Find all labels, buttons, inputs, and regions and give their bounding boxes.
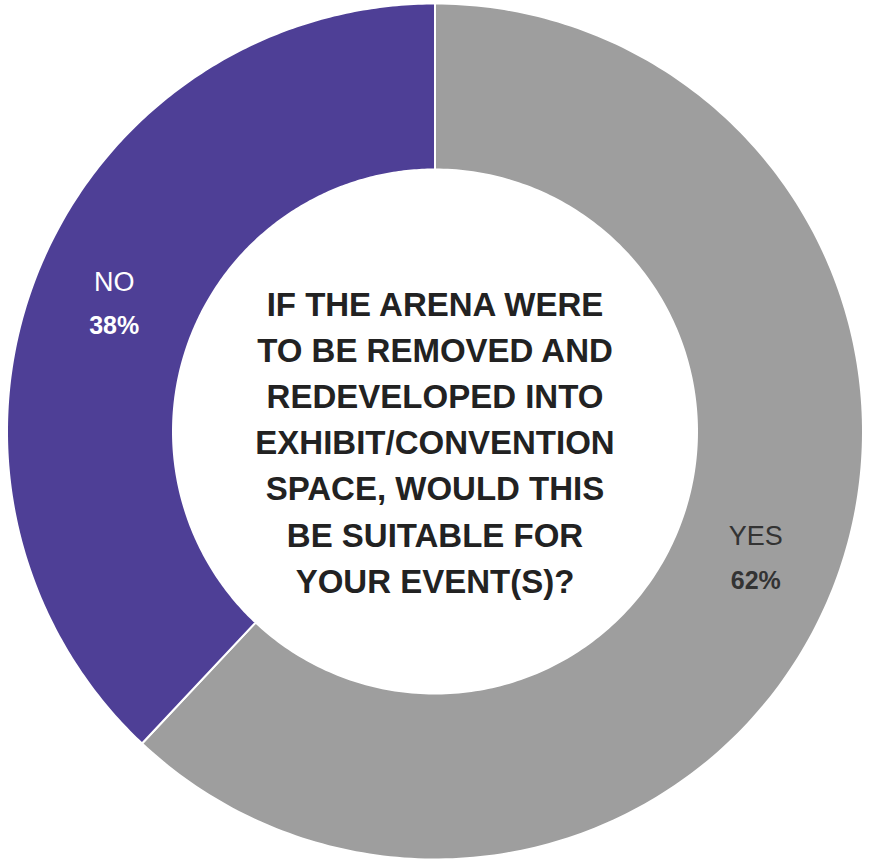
svg-text:38%: 38% [89,311,139,339]
svg-text:NO: NO [94,267,135,297]
svg-text:YES: YES [729,521,783,551]
svg-text:IF THE ARENA WERETO BE REMOVED: IF THE ARENA WERETO BE REMOVED ANDREDEVE… [255,286,614,600]
svg-text:62%: 62% [731,566,781,594]
